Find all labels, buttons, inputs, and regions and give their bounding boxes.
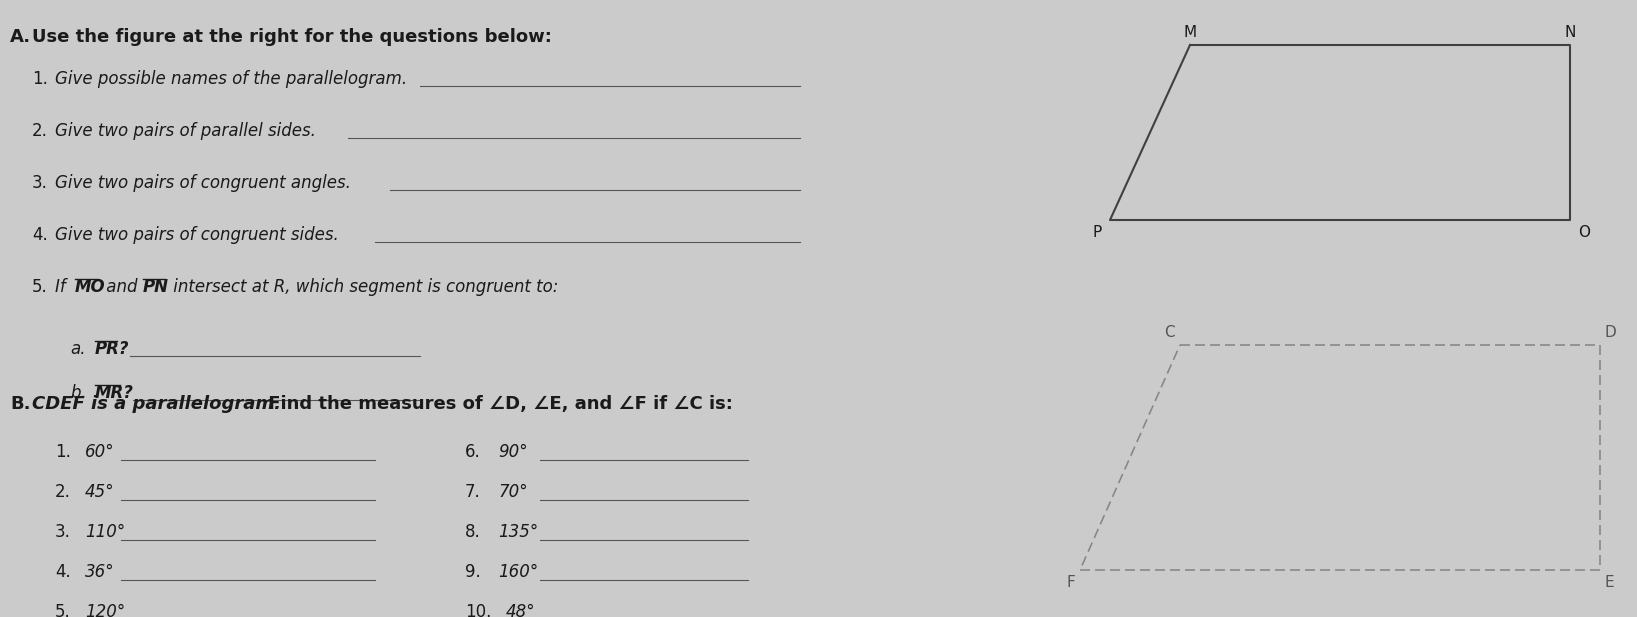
Text: M: M [1184, 25, 1197, 40]
Text: 120°: 120° [85, 603, 126, 617]
Text: 45°: 45° [85, 483, 115, 501]
Text: 4.: 4. [33, 226, 47, 244]
Text: 70°: 70° [498, 483, 527, 501]
Text: intersect at R, which segment is congruent to:: intersect at R, which segment is congrue… [169, 278, 558, 296]
Text: A.: A. [10, 28, 31, 46]
Text: and: and [101, 278, 142, 296]
Text: 160°: 160° [498, 563, 539, 581]
Text: Give two pairs of congruent sides.: Give two pairs of congruent sides. [56, 226, 339, 244]
Text: Give two pairs of parallel sides.: Give two pairs of parallel sides. [56, 122, 316, 140]
Text: 2.: 2. [33, 122, 47, 140]
Text: 60°: 60° [85, 443, 115, 461]
Text: P: P [1094, 225, 1102, 240]
Text: PN: PN [142, 278, 169, 296]
Text: 1.: 1. [33, 70, 47, 88]
Text: Find the measures of ∠D, ∠E, and ∠F if ∠C is:: Find the measures of ∠D, ∠E, and ∠F if ∠… [262, 395, 733, 413]
Text: 8.: 8. [465, 523, 481, 541]
Text: 1.: 1. [56, 443, 70, 461]
Text: 4.: 4. [56, 563, 70, 581]
Text: Give possible names of the parallelogram.: Give possible names of the parallelogram… [56, 70, 408, 88]
Text: 135°: 135° [498, 523, 539, 541]
Text: O: O [1578, 225, 1590, 240]
Text: 3.: 3. [56, 523, 70, 541]
Text: 2.: 2. [56, 483, 70, 501]
Text: 90°: 90° [498, 443, 527, 461]
Text: 9.: 9. [465, 563, 481, 581]
Text: N: N [1565, 25, 1576, 40]
Text: 36°: 36° [85, 563, 115, 581]
Text: MO: MO [75, 278, 106, 296]
Text: If: If [56, 278, 70, 296]
Text: PR?: PR? [95, 340, 129, 358]
Text: B.: B. [10, 395, 31, 413]
Text: 5.: 5. [56, 603, 70, 617]
Text: 3.: 3. [33, 174, 47, 192]
Text: D: D [1604, 325, 1617, 340]
Text: 110°: 110° [85, 523, 126, 541]
Text: a.: a. [70, 340, 85, 358]
Text: b.: b. [70, 384, 85, 402]
Text: MR?: MR? [95, 384, 134, 402]
Text: F: F [1066, 575, 1076, 590]
Text: 7.: 7. [465, 483, 481, 501]
Text: CDEF is a parallelogram.: CDEF is a parallelogram. [33, 395, 282, 413]
Text: 5.: 5. [33, 278, 47, 296]
Text: Use the figure at the right for the questions below:: Use the figure at the right for the ques… [33, 28, 552, 46]
Text: 48°: 48° [506, 603, 535, 617]
Text: 6.: 6. [465, 443, 481, 461]
Text: Give two pairs of congruent angles.: Give two pairs of congruent angles. [56, 174, 350, 192]
Text: 10.: 10. [465, 603, 491, 617]
Text: E: E [1604, 575, 1614, 590]
Text: C: C [1164, 325, 1175, 340]
